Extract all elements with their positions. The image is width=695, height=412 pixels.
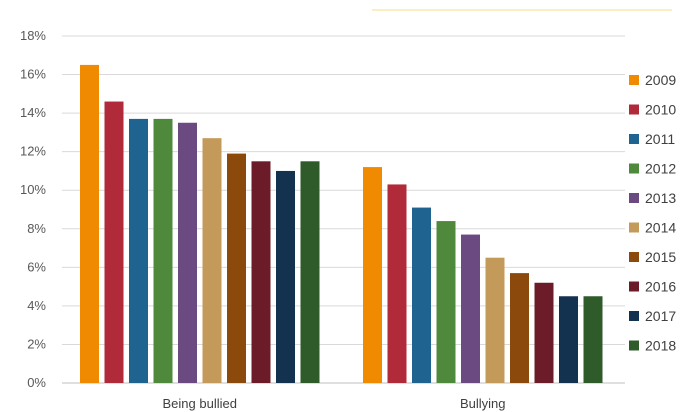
bars bbox=[80, 64, 603, 384]
y-tick-label: 18% bbox=[20, 28, 46, 43]
y-tick-label: 14% bbox=[20, 105, 46, 120]
bar-2015-bullying bbox=[510, 273, 529, 383]
legend-swatch bbox=[629, 104, 639, 115]
bar-2017-bullying bbox=[559, 296, 578, 383]
bar-2010-being-bullied bbox=[104, 101, 124, 384]
bar-2014-being-bullied bbox=[202, 138, 222, 383]
bar-2016-bullying bbox=[534, 282, 554, 383]
legend-label: 2010 bbox=[645, 102, 676, 118]
bar-2010-bullying bbox=[387, 184, 407, 383]
bar-2018-being-bullied bbox=[300, 161, 320, 383]
legend-label: 2014 bbox=[645, 220, 676, 236]
legend-label: 2013 bbox=[645, 190, 676, 206]
y-tick-label: 16% bbox=[20, 67, 46, 82]
legend-swatch bbox=[629, 134, 639, 144]
y-tick-label: 6% bbox=[27, 259, 46, 274]
x-category-label: Bullying bbox=[460, 396, 506, 411]
y-tick-label: 4% bbox=[27, 298, 46, 313]
y-tick-label: 0% bbox=[27, 375, 46, 390]
legend-swatch bbox=[629, 193, 639, 203]
bar-2014-bullying bbox=[485, 257, 505, 383]
bar-2015-being-bullied bbox=[227, 153, 246, 383]
legend-swatch bbox=[629, 222, 639, 233]
bar-2013-bullying bbox=[461, 234, 480, 383]
bar-2009-being-bullied bbox=[80, 64, 99, 384]
bar-2011-being-bullied bbox=[129, 118, 148, 384]
y-tick-label: 8% bbox=[27, 221, 46, 236]
legend-swatch bbox=[629, 163, 639, 174]
legend-label: 2009 bbox=[645, 72, 676, 88]
y-axis-ticks: 0% 2% 4% 6% 8% 10% 12% 14% 16% 18% bbox=[20, 28, 46, 390]
legend-swatch bbox=[629, 281, 639, 292]
legend-swatch bbox=[629, 75, 639, 85]
legend-label: 2015 bbox=[645, 249, 676, 265]
legend-swatch bbox=[629, 311, 639, 321]
bar-2012-bullying bbox=[436, 221, 456, 383]
bar-2018-bullying bbox=[583, 296, 603, 383]
legend-label: 2017 bbox=[645, 308, 676, 324]
x-axis-categories: Being bullied Bullying bbox=[163, 396, 506, 411]
legend-label: 2016 bbox=[645, 279, 676, 295]
y-tick-label: 2% bbox=[27, 336, 46, 351]
x-category-label: Being bullied bbox=[163, 396, 237, 411]
bar-2017-being-bullied bbox=[276, 170, 295, 383]
legend-swatch bbox=[629, 252, 639, 262]
legend-label: 2018 bbox=[645, 338, 676, 354]
legend: 2009 2010 2011 2012 2013 2014 2015 2016 2017 2018 bbox=[629, 72, 676, 354]
bar-2013-being-bullied bbox=[178, 122, 197, 383]
y-tick-label: 10% bbox=[20, 182, 46, 197]
bar-2009-bullying bbox=[363, 167, 382, 383]
legend-label: 2012 bbox=[645, 161, 676, 177]
y-tick-label: 12% bbox=[20, 144, 46, 159]
bar-2016-being-bullied bbox=[251, 161, 271, 383]
bar-2012-being-bullied bbox=[153, 118, 173, 384]
legend-swatch bbox=[629, 340, 639, 351]
legend-label: 2011 bbox=[645, 131, 675, 147]
bar-2011-bullying bbox=[412, 207, 431, 383]
